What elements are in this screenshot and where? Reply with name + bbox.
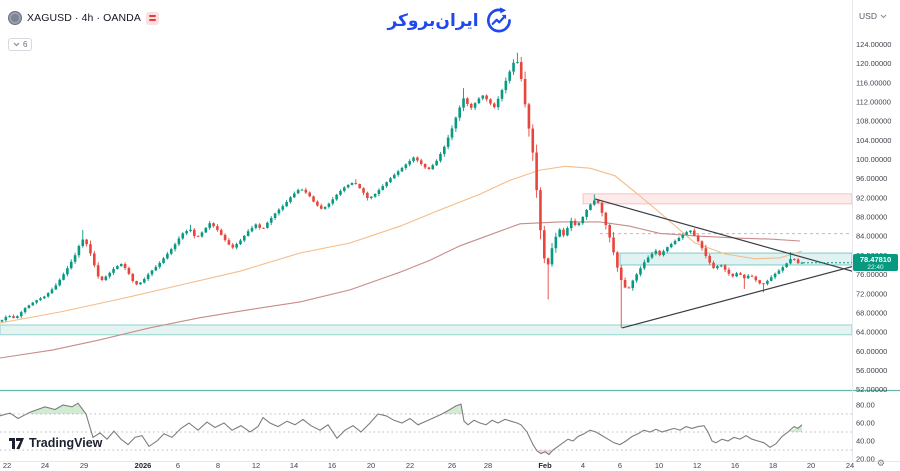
ascending-trendline [621, 266, 852, 329]
svg-text:100.00000: 100.00000 [856, 155, 891, 164]
svg-text:28: 28 [484, 461, 492, 470]
last-price-value: 78.47810 [859, 255, 892, 264]
ma-fast-line [0, 165, 803, 324]
demand-zone-bottom [0, 324, 852, 336]
svg-text:24: 24 [846, 461, 854, 470]
svg-text:112.00000: 112.00000 [856, 98, 891, 107]
svg-text:16: 16 [731, 461, 739, 470]
svg-text:29: 29 [80, 461, 88, 470]
svg-text:20: 20 [367, 461, 375, 470]
svg-text:2026: 2026 [135, 461, 152, 470]
svg-text:12: 12 [693, 461, 701, 470]
svg-text:108.00000: 108.00000 [856, 117, 891, 126]
svg-text:124.00000: 124.00000 [856, 40, 891, 49]
svg-text:10: 10 [655, 461, 663, 470]
svg-text:120.00000: 120.00000 [856, 59, 891, 68]
svg-text:12: 12 [252, 461, 260, 470]
svg-text:96.00000: 96.00000 [856, 174, 887, 183]
svg-text:18: 18 [769, 461, 777, 470]
svg-text:52.00000: 52.00000 [856, 385, 887, 394]
symbol-coin-icon [8, 11, 22, 25]
broker-logo-text: ایران‌بروکر [387, 10, 479, 31]
rsi-end-fill [788, 424, 802, 432]
svg-text:4: 4 [581, 461, 585, 470]
svg-text:22: 22 [406, 461, 414, 470]
svg-text:Feb: Feb [538, 461, 552, 470]
supply-zone [582, 193, 852, 205]
last-price-tag: 78.47810 22:40 [853, 254, 898, 271]
svg-text:116.00000: 116.00000 [856, 78, 891, 87]
svg-text:14: 14 [290, 461, 298, 470]
rsi-line [0, 402, 803, 456]
symbol-title[interactable]: XAGUSD · 4h · OANDA [27, 12, 141, 24]
svg-text:60.00: 60.00 [856, 419, 875, 428]
price-scale[interactable]: 124.00000 120.00000 116.00000 112.00000 108.… [856, 40, 891, 464]
rsi-oversold-fill [536, 450, 553, 455]
indicators-count: 6 [23, 40, 28, 49]
chevron-down-icon [880, 14, 887, 18]
svg-text:60.00000: 60.00000 [856, 347, 887, 356]
svg-text:26: 26 [448, 461, 456, 470]
tradingview-attribution[interactable]: TradingView [9, 436, 102, 450]
chevron-down-icon [13, 42, 20, 47]
broker-logo-icon [487, 7, 512, 33]
indicators-collapsed-chip[interactable]: 6 [8, 38, 33, 51]
rsi-overbought-fill [26, 403, 87, 414]
svg-text:76.00000: 76.00000 [856, 270, 887, 279]
svg-text:22: 22 [3, 461, 11, 470]
svg-text:68.00000: 68.00000 [856, 308, 887, 317]
svg-text:24: 24 [41, 461, 49, 470]
svg-text:104.00000: 104.00000 [856, 136, 891, 145]
svg-text:56.00000: 56.00000 [856, 366, 887, 375]
flag-icon[interactable] [145, 11, 159, 25]
svg-text:84.00000: 84.00000 [856, 232, 887, 241]
bar-countdown: 22:40 [867, 263, 884, 271]
svg-text:64.00000: 64.00000 [856, 328, 887, 337]
descending-trendline [594, 198, 852, 272]
svg-text:8: 8 [216, 461, 220, 470]
settings-gear-icon[interactable]: ⚙ [876, 459, 885, 469]
svg-text:20.00: 20.00 [856, 455, 875, 464]
candles[interactable] [0, 52, 804, 328]
svg-text:72.00000: 72.00000 [856, 289, 887, 298]
svg-text:20: 20 [807, 461, 815, 470]
tradingview-label: TradingView [29, 436, 103, 450]
svg-text:6: 6 [176, 461, 180, 470]
symbol-legend[interactable]: XAGUSD · 4h · OANDA [8, 11, 159, 25]
tradingview-logo-icon [9, 437, 24, 449]
main-pane[interactable] [0, 52, 862, 359]
demand-zone-right [619, 252, 852, 266]
rsi-pane[interactable] [0, 402, 852, 456]
currency-selector[interactable]: USD [859, 11, 887, 21]
svg-text:16: 16 [328, 461, 336, 470]
svg-text:88.00000: 88.00000 [856, 213, 887, 222]
ma-slow-line [0, 221, 801, 359]
svg-text:40.00: 40.00 [856, 437, 875, 446]
svg-text:6: 6 [618, 461, 622, 470]
time-scale[interactable]: 22 24 29 2026 6 8 12 14 16 20 22 26 28 Feb 4 6 10 12 16 18 2… [3, 461, 854, 470]
svg-text:92.00000: 92.00000 [856, 193, 887, 202]
broker-watermark-logo: ایران‌بروکر [387, 7, 512, 34]
currency-label: USD [859, 11, 877, 21]
svg-text:80.00: 80.00 [856, 401, 875, 410]
